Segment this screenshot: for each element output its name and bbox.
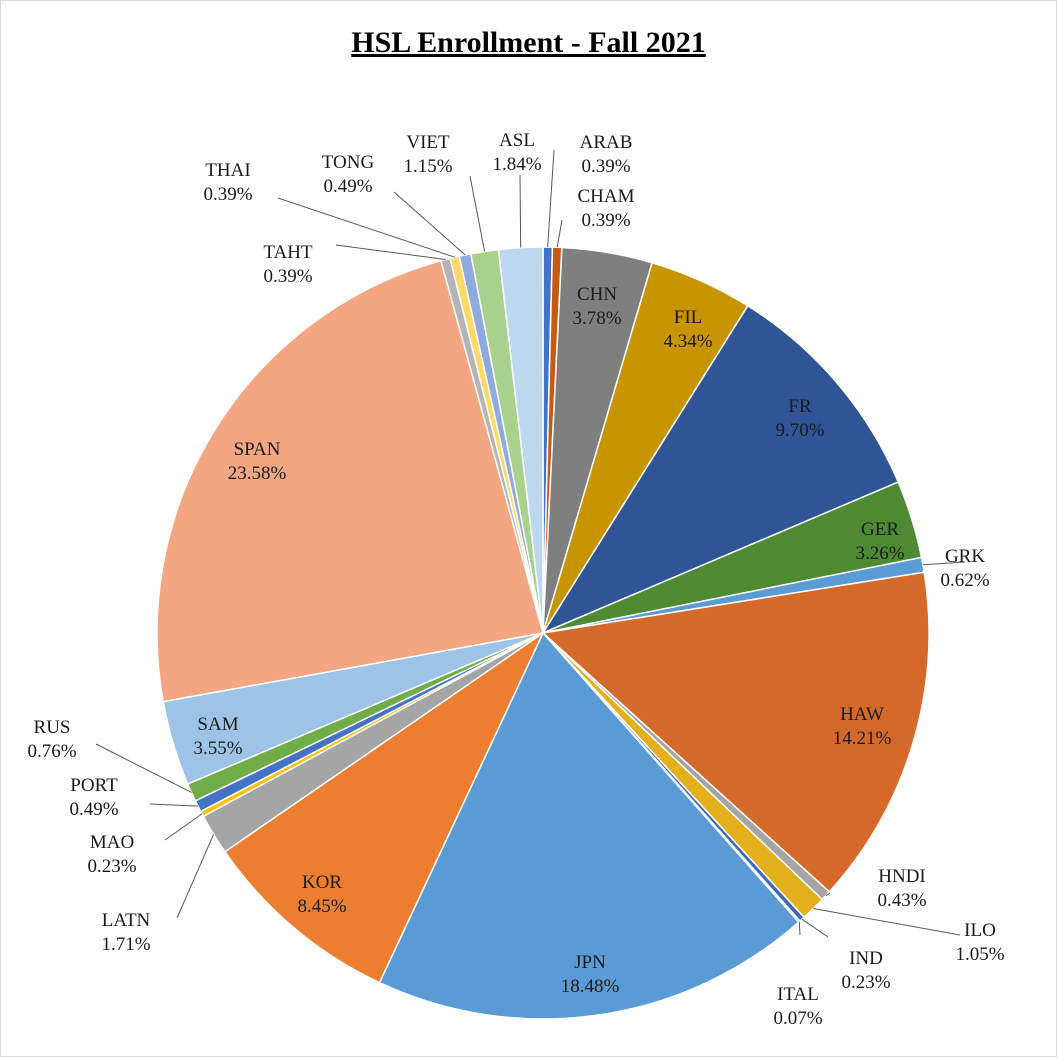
slice-pct-span: 23.58% (228, 463, 287, 484)
slice-label-port: PORT (70, 775, 118, 796)
slice-label-kor: KOR (302, 872, 342, 893)
slice-label-ilo: ILO (964, 920, 996, 941)
slice-pct-taht: 0.39% (263, 266, 312, 287)
leader-line-taht (335, 244, 446, 260)
slice-pct-jpn: 18.48% (561, 976, 620, 997)
slice-label-ind: IND (849, 948, 883, 969)
leader-line-asl (519, 174, 522, 248)
slice-pct-thai: 0.39% (203, 184, 252, 205)
pie-slices (156, 246, 930, 1020)
leader-line-latn (176, 834, 215, 919)
chart-title: HSL Enrollment - Fall 2021 (351, 26, 706, 59)
leader-line-rus (95, 743, 192, 793)
leader-line-mao (164, 813, 203, 841)
leader-line-thai (277, 197, 455, 258)
slice-pct-latn: 1.71% (101, 934, 150, 955)
slice-label-taht: TAHT (263, 242, 313, 263)
slice-label-hndi: HNDI (878, 866, 926, 887)
slice-label-ger: GER (861, 519, 899, 540)
leader-line-ilo (813, 908, 961, 936)
slice-label-ital: ITAL (777, 984, 819, 1005)
slice-pct-fil: 4.34% (663, 331, 712, 352)
slice-pct-kor: 8.45% (297, 896, 346, 917)
slice-pct-ital: 0.07% (773, 1008, 822, 1029)
slice-label-jpn: JPN (574, 952, 606, 973)
slice-label-tong: TONG (322, 152, 375, 173)
slice-label-asl: ASL (499, 130, 535, 151)
leader-line-grk (922, 561, 966, 566)
slice-label-latn: LATN (102, 910, 151, 931)
leader-line-port (149, 803, 199, 807)
slice-pct-sam: 3.55% (193, 738, 242, 759)
slice-pct-haw: 14.21% (833, 728, 892, 749)
leader-line-tong (393, 191, 466, 256)
slice-label-fil: FIL (674, 307, 703, 328)
slice-label-span: SPAN (234, 439, 281, 460)
slice-label-rus: RUS (34, 717, 71, 738)
slice-pct-rus: 0.76% (27, 741, 76, 762)
slice-label-arab: ARAB (580, 132, 633, 153)
pie-slice-kor (223, 630, 545, 984)
slice-pct-port: 0.49% (69, 799, 118, 820)
slice-pct-cham: 0.39% (581, 210, 630, 231)
slice-label-viet: VIET (406, 132, 450, 153)
pie-slice-asl (497, 246, 544, 634)
leader-line-ital (798, 921, 801, 936)
slice-pct-ilo: 1.05% (955, 944, 1004, 965)
pie-slice-span (156, 259, 544, 703)
slice-label-fr: FR (788, 396, 812, 417)
leader-line-viet (469, 175, 486, 252)
leader-line-ind (801, 918, 829, 938)
slice-pct-tong: 0.49% (323, 176, 372, 197)
slice-pct-grk: 0.62% (940, 570, 989, 591)
slice-labels: ARAB 0.39% CHAM 0.39% CHN 3.78% FIL 4.34% FR 9.70… (27, 130, 1004, 1029)
pie-slice-haw (541, 571, 930, 893)
slice-pct-arab: 0.39% (581, 156, 630, 177)
leader-line-hndi (825, 892, 831, 897)
slice-label-thai: THAI (205, 160, 250, 181)
slice-pct-ger: 3.26% (855, 543, 904, 564)
slice-label-sam: SAM (197, 714, 238, 735)
leader-line-cham (556, 219, 563, 248)
slice-pct-ind: 0.23% (841, 972, 890, 993)
pie-slice-jpn (378, 631, 800, 1020)
pie-slice-fr (541, 304, 900, 635)
slice-pct-asl: 1.84% (492, 154, 541, 175)
slice-label-grk: GRK (945, 546, 985, 567)
slice-pct-mao: 0.23% (87, 856, 136, 877)
slice-label-haw: HAW (840, 704, 884, 725)
slice-pct-fr: 9.70% (775, 420, 824, 441)
slice-label-mao: MAO (90, 832, 134, 853)
slice-pct-chn: 3.78% (572, 308, 621, 329)
slice-pct-hndi: 0.43% (877, 890, 926, 911)
leader-line-arab (547, 149, 555, 248)
leader-lines (95, 149, 966, 938)
slice-label-chn: CHN (577, 284, 617, 305)
slice-pct-viet: 1.15% (403, 156, 452, 177)
slice-label-cham: CHAM (577, 186, 634, 207)
